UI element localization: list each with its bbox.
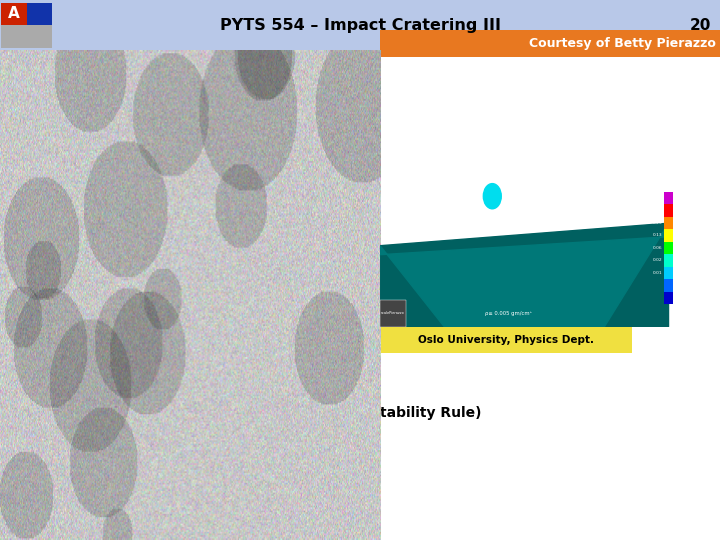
Text: 0.02: 0.02 <box>653 259 662 262</box>
Bar <box>380 300 406 327</box>
Bar <box>380 327 632 353</box>
Text: 1) the duration of the simulation,: 1) the duration of the simulation, <box>54 355 310 368</box>
Bar <box>664 229 673 242</box>
Bar <box>664 242 673 254</box>
Bar <box>664 217 673 229</box>
Text: Total number of timesteps in a simulation,: Total number of timesteps in a simulatio… <box>11 332 333 345</box>
Text: s: s <box>264 417 271 427</box>
Bar <box>664 267 673 279</box>
Text: scalePierazzo: scalePierazzo <box>381 311 405 315</box>
Text: Courtesy of Betty Pierazzo: Courtesy of Betty Pierazzo <box>528 37 716 50</box>
Text: A: A <box>8 6 20 22</box>
Text: Oslo University, Physics Dept.: Oslo University, Physics Dept. <box>418 335 594 345</box>
Text: T: T <box>290 353 302 370</box>
Text: ×M ∝ N: ×M ∝ N <box>261 481 338 499</box>
Text: 0.25: 0.25 <box>653 221 662 225</box>
Text: Hydrocode simulations: Hydrocode simulations <box>27 69 259 87</box>
Bar <box>380 30 720 57</box>
Text: M = T/ Δt ∝ N: M = T/ Δt ∝ N <box>83 451 220 470</box>
Text: (Stability Rule): (Stability Rule) <box>310 406 481 420</box>
Text: run time = N: run time = N <box>108 481 240 499</box>
Text: 0.35: 0.35 <box>653 208 662 212</box>
Text: 2)  the size of the timestep,  Δt: 2) the size of the timestep, Δt <box>54 378 288 391</box>
Text: 20: 20 <box>690 18 711 32</box>
Bar <box>664 254 673 267</box>
Text: Smallest timestep:: Smallest timestep: <box>11 406 158 420</box>
Text: and: and <box>32 483 58 496</box>
Text: 0.06: 0.06 <box>653 246 662 250</box>
Text: ρ≥ 0.005 gm/cm³: ρ≥ 0.005 gm/cm³ <box>485 312 531 316</box>
Bar <box>664 279 673 292</box>
Text: SAGE CX45e: SAGE CX45e <box>385 68 424 73</box>
Text: Temperature(eV): Temperature(eV) <box>685 231 690 265</box>
Bar <box>45 107 54 120</box>
Bar <box>27 3 52 25</box>
Bar <box>0 0 720 50</box>
Bar <box>1 3 27 25</box>
Text: 0.00 sec: 0.00 sec <box>637 68 664 73</box>
Text: (Δx is the shortest dimension): (Δx is the shortest dimension) <box>11 428 199 441</box>
Text: Commonly used simulate impacts: Commonly used simulate impacts <box>60 106 338 121</box>
Bar <box>664 292 673 304</box>
Circle shape <box>483 184 501 209</box>
Bar <box>664 204 673 217</box>
Bar <box>664 192 673 204</box>
Polygon shape <box>380 223 669 327</box>
Text: 0.13: 0.13 <box>653 233 662 238</box>
Bar <box>45 132 54 145</box>
Text: Δt ≤ Δx/c: Δt ≤ Δx/c <box>148 406 244 421</box>
Text: r: r <box>248 472 254 483</box>
Text: r+1: r+1 <box>356 472 379 483</box>
Text: , depends on:: , depends on: <box>333 332 435 345</box>
Text: 0.01: 0.01 <box>653 271 662 275</box>
Bar <box>1 25 52 48</box>
Text: 0.50: 0.50 <box>653 196 662 200</box>
Text: ↰ Overall:: ↰ Overall: <box>11 453 103 468</box>
Text: M: M <box>323 329 341 347</box>
Text: Computationally expensive: Computationally expensive <box>60 130 284 145</box>
Text: PYTS 554 – Impact Cratering III: PYTS 554 – Impact Cratering III <box>220 18 500 32</box>
Polygon shape <box>380 223 669 327</box>
